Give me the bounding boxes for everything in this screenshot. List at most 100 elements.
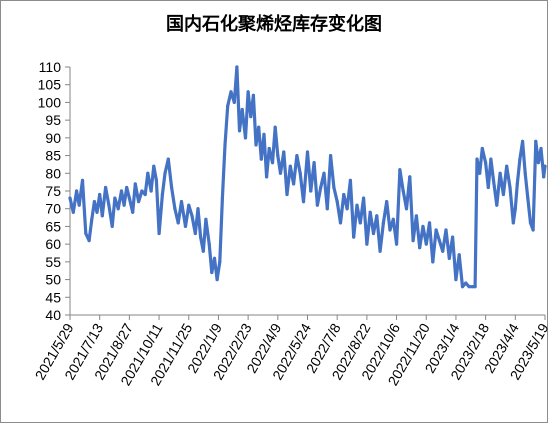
data-point: [149, 189, 153, 193]
data-point: [352, 235, 356, 239]
data-point: [240, 107, 244, 112]
data-point: [183, 224, 188, 229]
data-point: [80, 178, 85, 182]
data-point: [427, 221, 432, 225]
data-point: [434, 228, 438, 232]
y-tick-label: 105: [38, 77, 62, 93]
data-point: [489, 157, 493, 161]
data-point: [305, 150, 310, 154]
data-point: [348, 178, 352, 182]
data-point: [457, 253, 461, 257]
data-point: [92, 200, 97, 204]
data-point: [173, 207, 177, 211]
data-point: [414, 214, 418, 218]
data-point: [536, 161, 541, 165]
data-point: [113, 196, 117, 200]
data-point: [322, 171, 326, 175]
data-point: [437, 239, 442, 243]
data-point: [74, 189, 79, 193]
data-point: [131, 210, 135, 214]
data-point: [513, 207, 517, 211]
data-point: [486, 185, 490, 190]
data-point: [345, 207, 349, 211]
data-point: [411, 239, 415, 243]
chart-title: 国内石化聚烯烃库存变化图: [166, 14, 382, 35]
data-point: [196, 207, 200, 211]
data-point: [232, 100, 236, 105]
y-tick-label: 75: [45, 183, 61, 199]
data-point: [190, 214, 194, 218]
data-point: [480, 146, 484, 151]
data-point: [421, 224, 425, 229]
data-point: [332, 185, 336, 190]
data-point: [104, 185, 108, 190]
data-point: [401, 189, 405, 193]
data-point: [508, 185, 512, 190]
data-point: [251, 93, 256, 97]
data-point: [259, 157, 263, 161]
data-point: [523, 171, 527, 175]
data-point: [358, 221, 362, 225]
data-point: [87, 239, 91, 243]
data-point: [355, 203, 359, 207]
y-tick-label: 80: [45, 165, 61, 181]
data-point: [278, 171, 283, 175]
data-point: [539, 146, 543, 151]
y-tick-label: 50: [45, 272, 61, 288]
data-point: [276, 153, 280, 158]
data-point: [309, 189, 313, 193]
data-point: [110, 224, 114, 229]
data-point: [394, 242, 399, 246]
data-point: [534, 139, 538, 143]
data-point: [424, 242, 428, 246]
data-point: [312, 161, 316, 165]
data-point: [478, 171, 482, 175]
data-point: [84, 231, 88, 236]
data-point: [201, 249, 205, 253]
data-point: [95, 210, 99, 214]
data-point: [223, 143, 227, 147]
series-line: [68, 65, 547, 289]
data-point: [220, 196, 224, 200]
data-point: [257, 125, 261, 129]
data-point: [235, 65, 239, 69]
data-point: [176, 221, 180, 225]
data-point: [431, 260, 435, 264]
data-point: [264, 175, 269, 179]
data-point: [460, 285, 465, 289]
data-point: [146, 171, 150, 175]
data-point: [292, 182, 296, 186]
data-point: [169, 185, 174, 190]
data-point: [404, 207, 409, 211]
data-point: [154, 178, 159, 182]
y-tick-label: 100: [38, 94, 62, 110]
data-point: [243, 136, 248, 140]
data-point: [254, 143, 258, 147]
y-tick-label: 60: [45, 236, 61, 252]
data-point: [335, 200, 339, 204]
data-point: [193, 231, 197, 236]
data-point: [267, 146, 271, 151]
data-point: [365, 242, 369, 246]
data-point: [451, 235, 455, 239]
data-point: [187, 203, 191, 207]
data-point: [226, 104, 230, 108]
data-point: [315, 203, 319, 207]
data-point: [98, 192, 102, 197]
data-point: [163, 171, 167, 175]
data-point: [270, 161, 275, 165]
data-point: [505, 164, 509, 168]
y-tick-label: 65: [45, 218, 61, 234]
data-point: [518, 157, 522, 161]
data-point: [542, 175, 546, 179]
data-point: [207, 242, 211, 246]
data-point: [127, 196, 131, 200]
data-point: [447, 256, 451, 260]
data-point: [157, 231, 161, 236]
y-tick-label: 95: [45, 112, 61, 128]
data-point: [107, 203, 111, 207]
y-tick-label: 90: [45, 130, 61, 146]
data-point: [212, 256, 217, 260]
data-point: [501, 192, 506, 197]
data-point: [368, 210, 372, 214]
